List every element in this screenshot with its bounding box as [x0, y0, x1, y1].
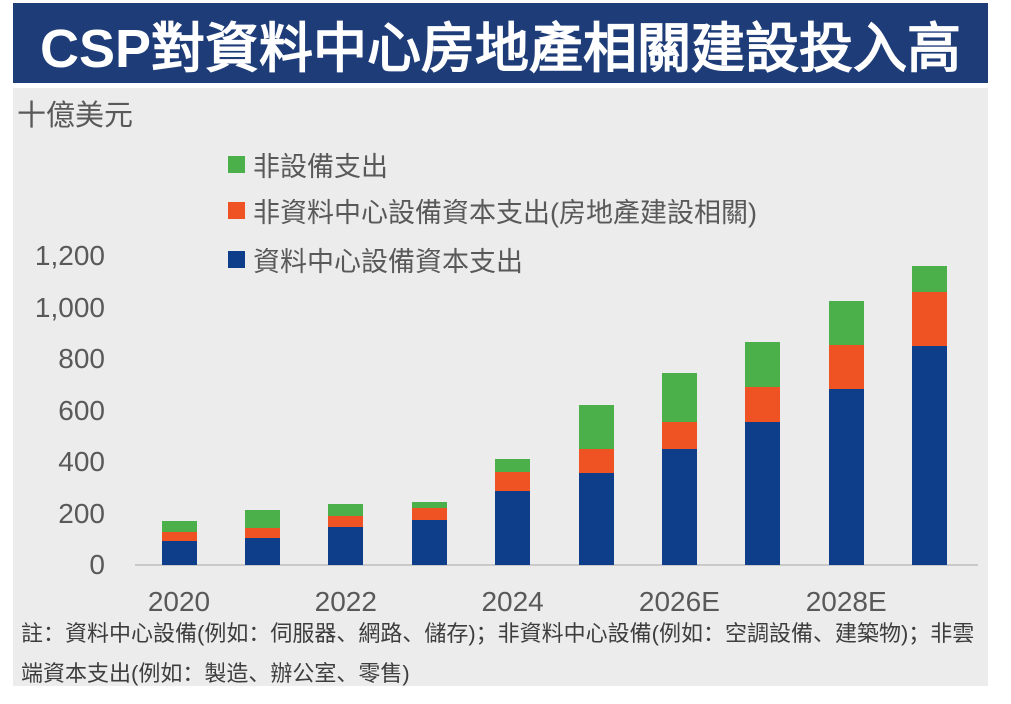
x-tick-label: 2020 — [147, 586, 211, 617]
bar-segment — [244, 528, 280, 538]
bar-segment — [495, 491, 531, 565]
footnote: 註：資料中心設備(例如：伺服器、網路、儲存)；非資料中心設備(例如：空調設備、建… — [21, 614, 981, 694]
bar-segment — [745, 387, 781, 422]
bar-segment — [745, 341, 781, 388]
bar-segment — [161, 540, 197, 565]
bar-segment — [828, 345, 864, 389]
y-tick-label: 600 — [58, 394, 105, 426]
bar-segment — [661, 422, 697, 450]
bar-segment — [578, 449, 614, 473]
title-banner: CSP對資料中心房地產相關建設投入高 — [13, 3, 988, 83]
bar-segment — [828, 300, 864, 346]
bar-segment — [661, 449, 697, 565]
bar-segment — [495, 472, 531, 492]
bar-segment — [411, 520, 447, 565]
legend-swatch-orange-icon — [228, 202, 245, 219]
bar-segment — [912, 345, 948, 565]
x-tick-label: 2024 — [481, 586, 544, 617]
bar-segment — [411, 507, 447, 521]
y-tick-label: 400 — [58, 446, 105, 477]
plot-area: 0 200 400 600 800 1,000 1,200 2020 2022 2024 2026E… — [13, 88, 988, 686]
bar-segment — [828, 388, 864, 565]
bar-segment — [912, 292, 948, 346]
page-title: CSP對資料中心房地產相關建設投入高 — [39, 18, 962, 79]
bar-segment — [328, 503, 364, 517]
x-tick-label: 2022 — [314, 586, 377, 617]
legend-swatch-blue-icon — [228, 251, 245, 268]
y-tick-label: 800 — [58, 343, 105, 374]
footnote-line-2: 端資本支出(例如：製造、辦公室、零售) — [21, 661, 410, 686]
legend-swatch-green-icon — [228, 156, 245, 173]
footnote-line-1: 註：資料中心設備(例如：伺服器、網路、儲存)；非資料中心設備(例如：空調設備、建… — [21, 621, 975, 646]
bar-segment — [745, 421, 781, 565]
x-axis-line — [135, 564, 978, 566]
legend-label: 非資料中心設備資本支出(房地產建設相關) — [253, 198, 757, 228]
bar-segment — [578, 472, 614, 565]
legend: 非設備支出 非資料中心設備資本支出(房地產建設相關) 資料中心設備資本支出 — [228, 145, 928, 295]
bar-segment — [661, 372, 697, 423]
y-axis-unit-label: 十億美元 — [17, 100, 134, 132]
bar-segment — [411, 501, 447, 508]
bar-segment — [495, 458, 531, 473]
y-tick-label: 200 — [58, 497, 105, 529]
bar-segment — [578, 404, 614, 450]
legend-item-datacenter-equipment-capex: 資料中心設備資本支出 — [228, 240, 523, 279]
legend-item-non-equipment: 非設備支出 — [228, 145, 388, 184]
bar-segment — [161, 531, 197, 541]
legend-item-non-datacenter-equipment-capex: 非資料中心設備資本支出(房地產建設相關) — [228, 191, 757, 230]
x-tick-label: 2028E — [805, 586, 887, 617]
bar-segment — [328, 527, 364, 565]
bar-segment — [161, 521, 197, 532]
y-tick-label: 1,000 — [34, 291, 105, 323]
bar-segment — [244, 537, 280, 565]
y-tick-label: 1,200 — [34, 240, 105, 271]
legend-label: 非設備支出 — [253, 152, 388, 182]
y-tick-label: 0 — [89, 549, 105, 580]
bar-segment — [244, 510, 280, 529]
bar-segment — [912, 266, 948, 293]
chart-panel: 十億美元 非設備支出 非資料中心設備資本支出(房地產建設相關) 資料中心設備資本… — [13, 88, 988, 686]
x-tick-label: 2026E — [638, 586, 720, 617]
bar-segment — [328, 516, 364, 528]
legend-label: 資料中心設備資本支出 — [253, 247, 523, 277]
